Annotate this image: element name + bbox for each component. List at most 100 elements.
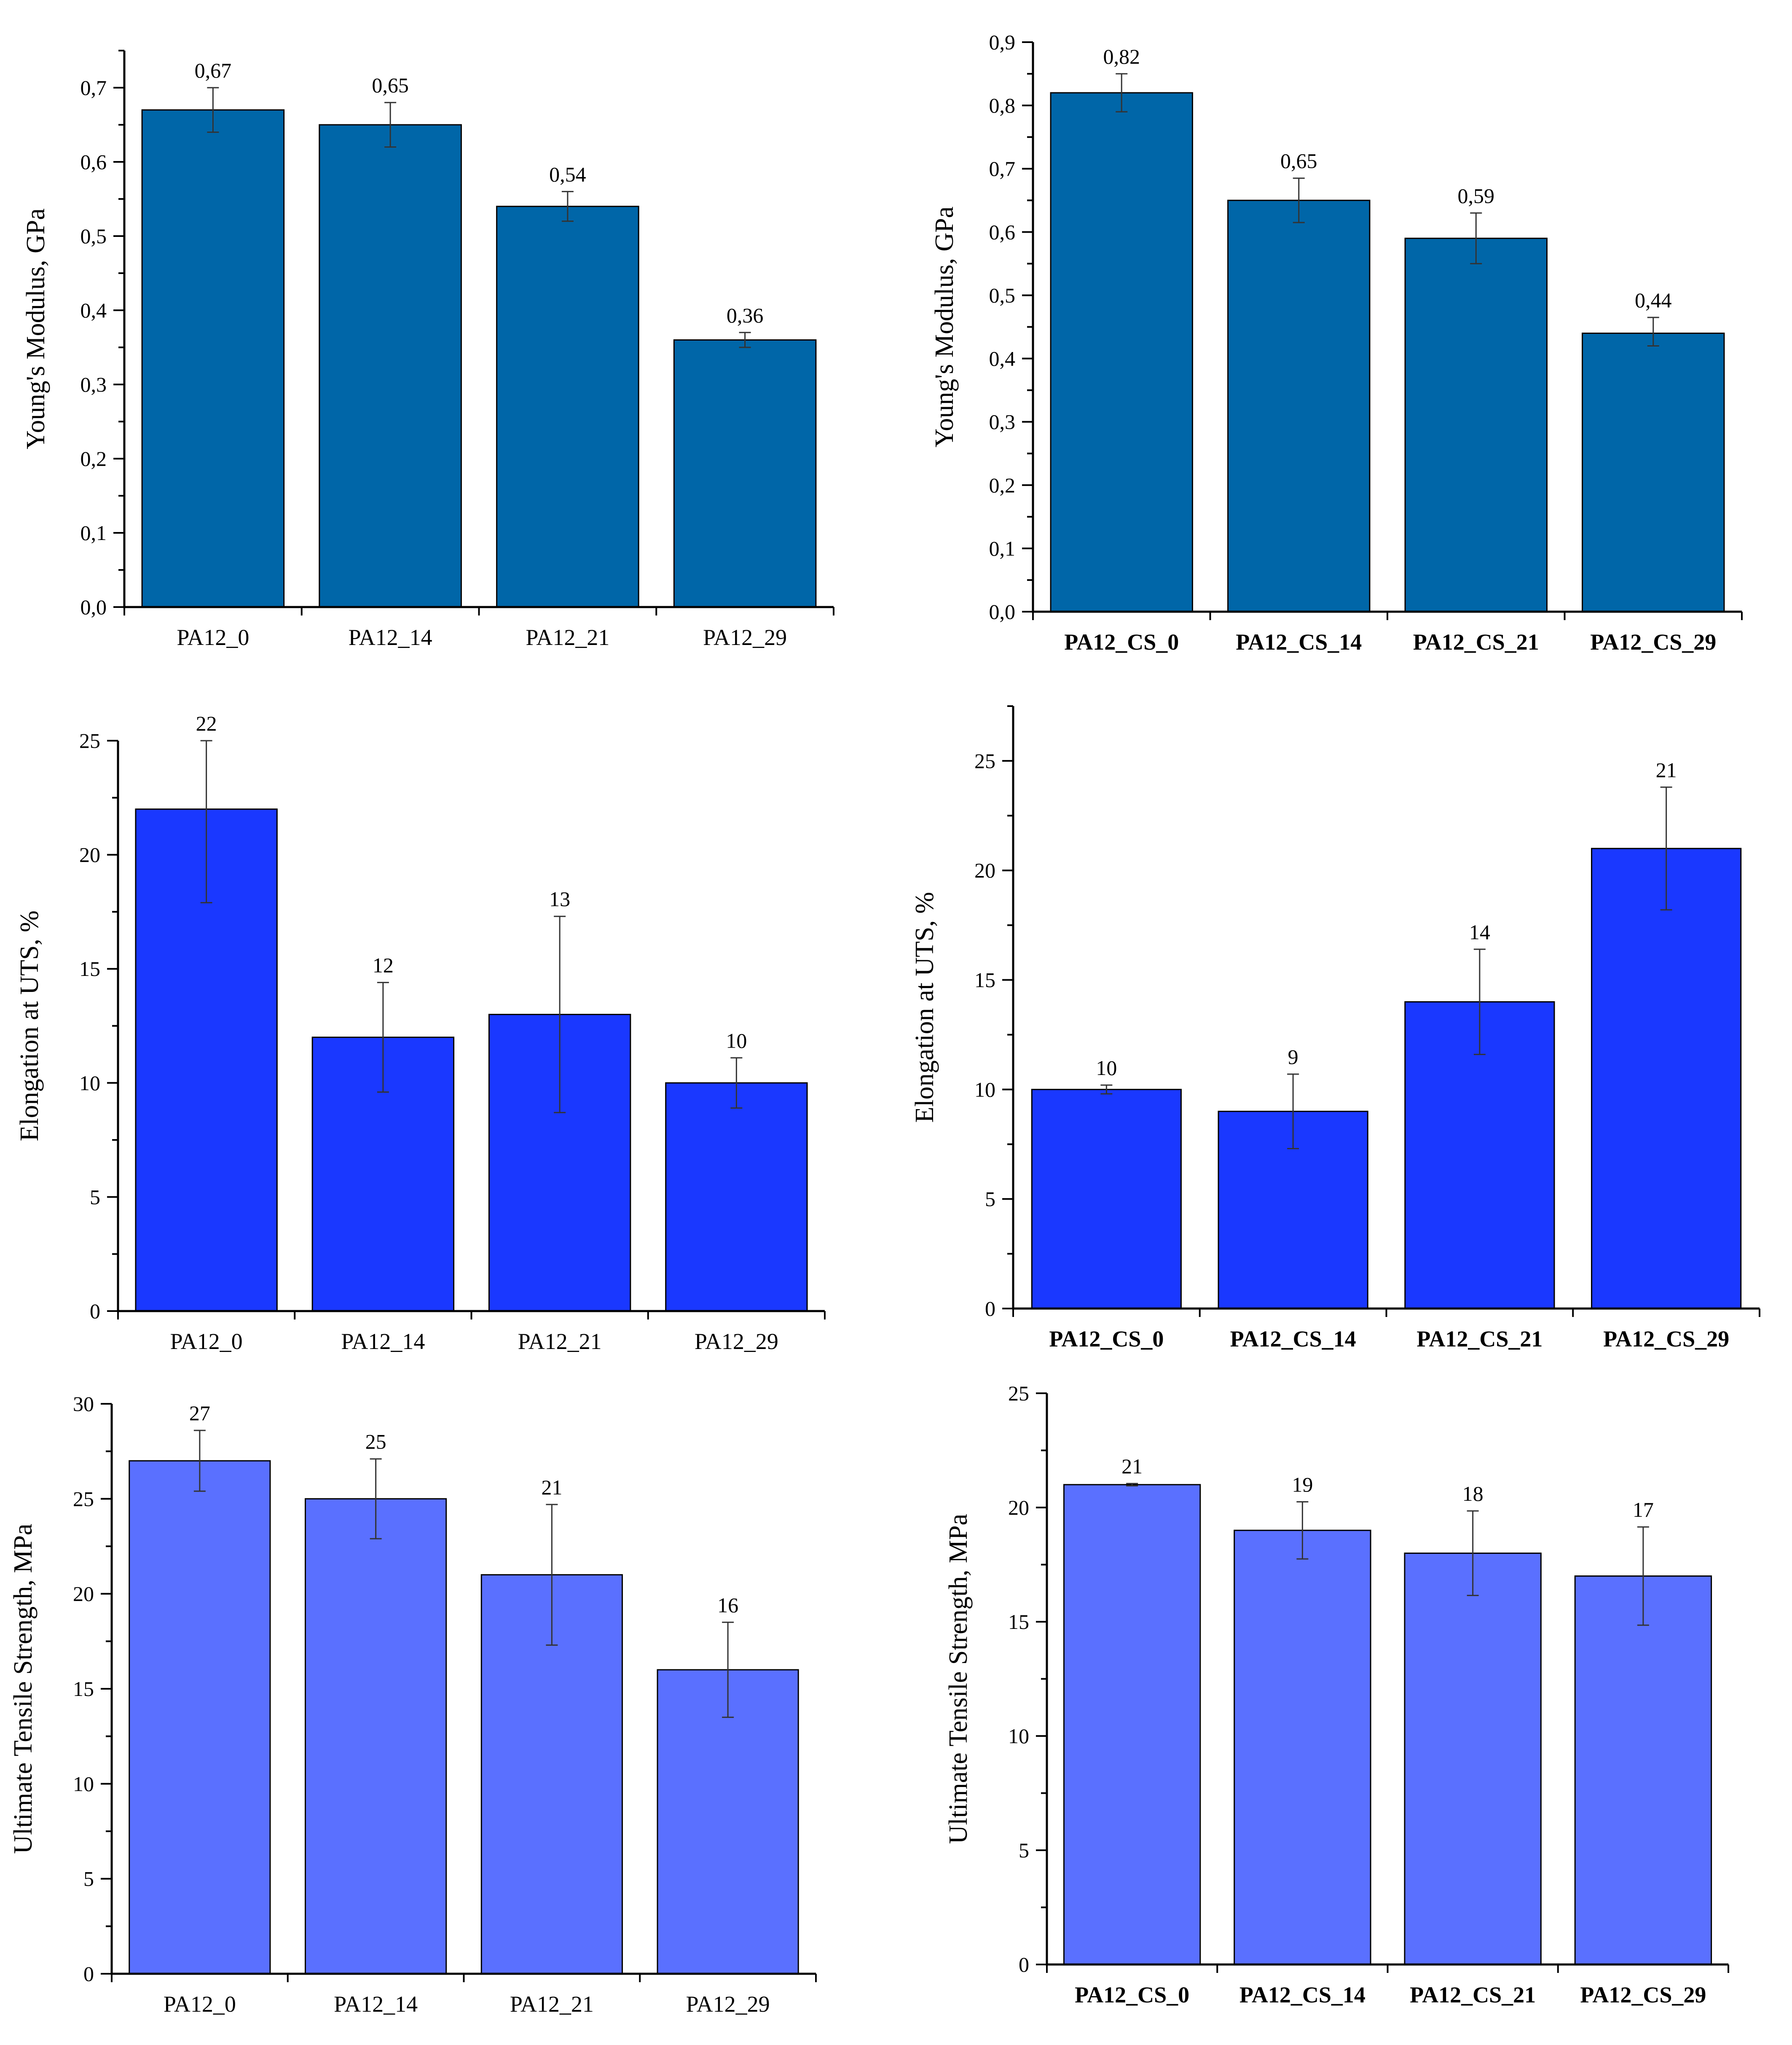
error-bar [193,1430,206,1492]
y-tick-label: 25 [1008,1381,1029,1405]
category-label: PA12_29 [686,1991,770,2017]
bar-PA12_0 [129,1460,271,1975]
bar-PA12_0 [141,109,285,608]
y-tick-label: 30 [73,1392,94,1416]
y-tick-label: 20 [73,1582,94,1606]
y-tick-label: 0,9 [989,30,1016,54]
error-bar [1287,1073,1299,1150]
category-label: PA12_21 [518,1329,602,1354]
y-tick-label: 0,3 [989,410,1016,434]
bar-PA12_14 [305,1498,447,1975]
category-label: PA12_21 [526,625,609,650]
y-tick-label: 10 [1008,1724,1029,1748]
category-label: PA12_14 [334,1991,418,2017]
data-label: 22 [196,712,217,735]
error-bar [722,1621,734,1718]
y-tick-label: 0,5 [989,283,1016,307]
data-label: 12 [373,954,394,977]
data-label: 27 [189,1401,210,1425]
bar-PA12_29 [665,1082,808,1312]
data-label: 0,65 [1280,149,1317,173]
error-bar [207,87,219,133]
category-label: PA12_29 [695,1329,778,1354]
data-label: 21 [541,1475,562,1499]
y-tick-label: 0,4 [80,298,107,322]
category-label: PA12_0 [164,1991,236,2017]
error-bar [561,191,574,222]
y-tick-label: 15 [1008,1610,1029,1634]
chart-panel-3: 22 PA12_0 12 PA12_14 13 PA12_21 10 PA12_29 0 5 10 1… [15,712,826,1354]
error-bar [384,102,397,148]
y-tick-label: 25 [974,749,995,773]
error-bar [1296,1501,1309,1560]
y-tick-label: 25 [79,729,100,752]
y-tick-label: 10 [79,1071,100,1095]
y-tick-label: 0,0 [989,600,1016,623]
category-label: PA12_CS_0 [1049,1326,1164,1352]
y-tick-label: 0,5 [80,224,107,248]
y-axis-title: Elongation at UTS, % [910,892,939,1123]
data-label: 9 [1288,1045,1298,1069]
bar-PA12_CS_0 [1050,92,1193,613]
bar-PA12_CS_21 [1404,1552,1542,1965]
y-axis-title: Young's Modulus, GPa [930,207,959,448]
bar-PA12_CS_21 [1404,237,1548,613]
y-tick-label: 0,1 [989,537,1016,560]
y-tick-label: 5 [985,1187,995,1211]
data-label: 0,67 [195,59,232,82]
error-bar [554,916,566,1113]
data-label: 0,44 [1635,288,1672,312]
chart-panel-4: 10 PA12_CS_0 9 PA12_CS_14 14 PA12_CS_21 21 PA12… [910,705,1760,1352]
y-tick-label: 0,6 [80,150,107,174]
error-bar [1116,73,1128,113]
y-tick-label: 10 [73,1772,94,1795]
data-label: 17 [1633,1498,1654,1521]
y-tick-label: 0,1 [80,521,107,545]
y-tick-label: 0 [985,1297,995,1320]
bar-PA12_CS_29 [1591,848,1742,1309]
category-label: PA12_CS_29 [1603,1326,1729,1352]
chart-panel-6: 21 PA12_CS_0 19 PA12_CS_14 18 PA12_CS_21 17 PA1… [944,1381,1729,2007]
y-tick-label: 20 [974,859,995,882]
bar-PA12_21 [496,206,639,608]
category-label: PA12_0 [177,625,249,650]
data-label: 10 [1096,1056,1117,1080]
error-bar [1637,1526,1649,1626]
error-bar [546,1504,558,1646]
y-tick-label: 25 [73,1487,94,1510]
category-label: PA12_CS_0 [1064,629,1179,655]
error-bar [1647,317,1659,347]
bar-PA12_CS_29 [1574,1575,1712,1965]
y-tick-label: 15 [79,957,100,981]
data-label: 13 [549,887,570,911]
bar-PA12_CS_0 [1063,1484,1201,1965]
category-label: PA12_CS_14 [1239,1982,1365,2007]
y-tick-label: 20 [1008,1496,1029,1519]
category-label: PA12_CS_21 [1413,629,1539,655]
error-bar [377,982,389,1093]
error-bar [1660,786,1672,911]
error-bar [370,1458,382,1540]
y-tick-label: 0,2 [989,473,1016,497]
data-label: 18 [1462,1482,1483,1505]
category-label: PA12_29 [703,625,787,650]
category-label: PA12_CS_21 [1416,1326,1543,1352]
data-label: 14 [1469,920,1490,944]
category-label: PA12_CS_29 [1580,1982,1706,2007]
chart-panel-1: 0,67 PA12_0 0,65 PA12_14 0,54 PA12_21 0,36 PA12… [21,50,834,650]
data-label: 10 [726,1029,747,1052]
error-bar [1126,1483,1138,1487]
data-label: 16 [717,1593,738,1617]
data-label: 0,65 [372,73,409,97]
bar-PA12_CS_14 [1234,1529,1371,1965]
y-axis-title: Elongation at UTS, % [15,911,44,1142]
error-bar [730,1057,743,1109]
data-label: 21 [1121,1454,1143,1478]
error-bar [1470,212,1482,264]
error-bar [1293,177,1305,223]
bar-PA12_CS_0 [1031,1088,1182,1309]
bar-PA12_14 [319,124,462,608]
data-label: 0,54 [549,162,586,186]
y-tick-label: 10 [974,1078,995,1101]
